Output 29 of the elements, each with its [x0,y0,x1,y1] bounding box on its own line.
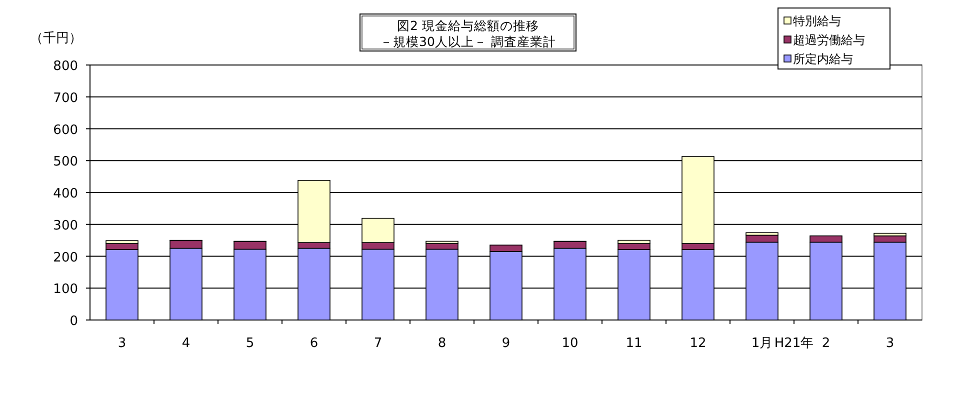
y-tick-label: 0 [70,314,78,329]
chart-subtitle: －規模30人以上－ 調査産業計 [380,34,556,49]
y-tick-label: 100 [53,282,78,298]
x-tick-label: 9 [502,336,510,351]
legend-label: 特別給与 [793,14,841,28]
y-tick-label: 800 [53,59,78,74]
x-tick-label: 7 [374,336,382,351]
x-tick-label: 10 [562,336,578,351]
x-tick-label: 6 [310,336,318,351]
text: H21年 [774,336,814,351]
x-tick-label: 3 [118,336,126,351]
x-tick-label: 11 [626,336,642,351]
x-tick-label: 5 [246,336,254,351]
x-tick-label: 1月 [751,336,773,351]
y-tick-label: 600 [53,122,78,138]
x-tick-label: 3 [886,336,894,351]
legend-label: 所定内給与 [793,52,853,66]
y-tick-label: 700 [53,90,78,106]
x-tick-label: 2 [822,336,830,351]
chart-title: 図2 現金給与総額の推移 [397,18,539,33]
x-tick-label: 12 [690,336,706,351]
y-tick-label: 500 [53,154,78,170]
y-tick-label: 400 [53,186,78,202]
y-axis-title: （千円） [30,31,82,46]
legend-label: 超過労働給与 [793,33,865,47]
x-tick-label: 4 [182,336,190,351]
y-tick-label: 300 [53,218,78,234]
y-tick-label: 200 [53,250,78,266]
x-tick-label: 8 [438,336,446,351]
